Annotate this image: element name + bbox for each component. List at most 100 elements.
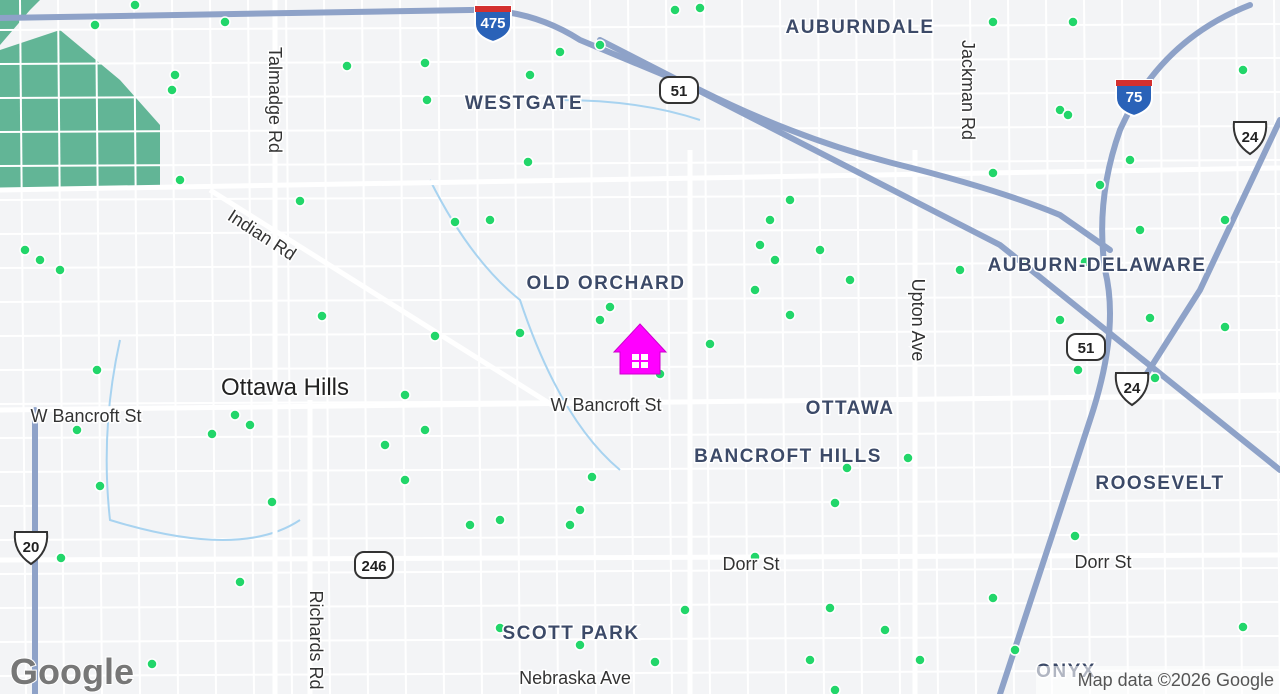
shield-number: 51: [671, 83, 688, 100]
heat-point: [94, 480, 106, 492]
minor-road: [589, 0, 597, 694]
heat-point: [1067, 16, 1079, 28]
minor-road: [817, 0, 825, 694]
heat-point: [484, 214, 496, 226]
home-marker[interactable]: [612, 323, 668, 375]
heat-point: [91, 364, 103, 376]
heat-point: [206, 428, 218, 440]
heat-point: [1094, 179, 1106, 191]
heat-point: [449, 216, 461, 228]
heat-point: [146, 658, 158, 670]
heat-point: [494, 622, 506, 634]
heat-point: [266, 496, 278, 508]
heat-point: [379, 439, 391, 451]
minor-road: [0, 125, 1280, 133]
heat-point: [419, 57, 431, 69]
heat-point: [784, 309, 796, 321]
heat-point: [71, 424, 83, 436]
minor-road: [665, 0, 673, 694]
minor-road: [0, 23, 1280, 31]
minor-road: [0, 193, 1280, 201]
heat-point: [754, 239, 766, 251]
neighborhood-label: ROOSEVELT: [1095, 473, 1224, 494]
shield-number: 75: [1126, 89, 1143, 106]
street-label: W Bancroft St: [550, 395, 661, 415]
minor-road: [0, 567, 1280, 575]
minor-road: [0, 227, 1280, 235]
shield-shape: [13, 531, 49, 566]
heat-point: [234, 576, 246, 588]
neighborhood-label: OTTAWA: [806, 398, 895, 419]
heat-point: [174, 174, 186, 186]
heat-point: [316, 310, 328, 322]
heat-point: [829, 684, 841, 694]
heat-point: [1124, 154, 1136, 166]
heat-point: [54, 264, 66, 276]
heat-point: [421, 94, 433, 106]
heat-point: [1144, 312, 1156, 324]
shield-shape: [1232, 121, 1268, 156]
heat-point: [902, 452, 914, 464]
heat-point: [166, 84, 178, 96]
minor-road: [95, 0, 103, 694]
heat-point: [574, 639, 586, 651]
heat-point: [1237, 64, 1249, 76]
heat-point: [494, 514, 506, 526]
heat-point: [704, 338, 716, 350]
minor-road: [1273, 0, 1280, 694]
route-shield: 51: [1066, 333, 1106, 361]
minor-road: [323, 0, 331, 694]
heat-point: [749, 551, 761, 563]
minor-road: [1007, 0, 1015, 694]
heat-point: [594, 314, 606, 326]
route-shield: 246: [354, 551, 394, 579]
neighborhood-label: AUBURNDALE: [785, 17, 934, 38]
minor-road: [247, 0, 255, 694]
heat-point: [341, 60, 353, 72]
heat-point: [1019, 256, 1031, 268]
heat-point: [1054, 104, 1066, 116]
heat-point: [1134, 224, 1146, 236]
neighborhood-label: BANCROFT HILLS: [694, 446, 882, 467]
heat-point: [294, 195, 306, 207]
shield-shape: [659, 76, 699, 104]
heat-point: [586, 471, 598, 483]
street-label: Richards Rd: [306, 590, 326, 689]
heat-point: [594, 39, 606, 51]
neighborhood-label: OLD ORCHARD: [527, 273, 686, 294]
street-label: W Bancroft St: [30, 406, 141, 426]
place-label: Ottawa Hills: [221, 374, 349, 401]
heat-point: [522, 156, 534, 168]
heat-point: [514, 327, 526, 339]
minor-road: [893, 0, 901, 694]
heat-point: [19, 244, 31, 256]
minor-road: [1045, 0, 1053, 694]
heat-point: [954, 264, 966, 276]
shield-band: [475, 6, 511, 12]
shield-shape: [1114, 372, 1150, 407]
heat-point: [879, 624, 891, 636]
neighborhood-label: SCOTT PARK: [502, 623, 639, 644]
heat-point: [669, 4, 681, 16]
minor-road: [19, 0, 27, 694]
minor-road: [0, 465, 1280, 473]
heat-point: [1009, 644, 1021, 656]
heat-point: [464, 519, 476, 531]
heat-point: [1149, 372, 1161, 384]
minor-road: [0, 159, 1280, 167]
minor-road: [1197, 0, 1205, 694]
shield-band: [1116, 80, 1152, 86]
street-label: Jackman Rd: [958, 40, 978, 140]
neighborhood-label: AUBURN-DELAWARE: [988, 255, 1207, 276]
street-label: Nebraska Ave: [519, 668, 631, 688]
minor-road: [0, 261, 1280, 269]
minor-road: [57, 0, 65, 694]
heat-point: [987, 592, 999, 604]
street-label: Dorr St: [1074, 552, 1131, 572]
heat-point: [89, 19, 101, 31]
heat-point: [824, 602, 836, 614]
minor-road: [779, 0, 787, 694]
shield-number: 51: [1078, 340, 1095, 357]
